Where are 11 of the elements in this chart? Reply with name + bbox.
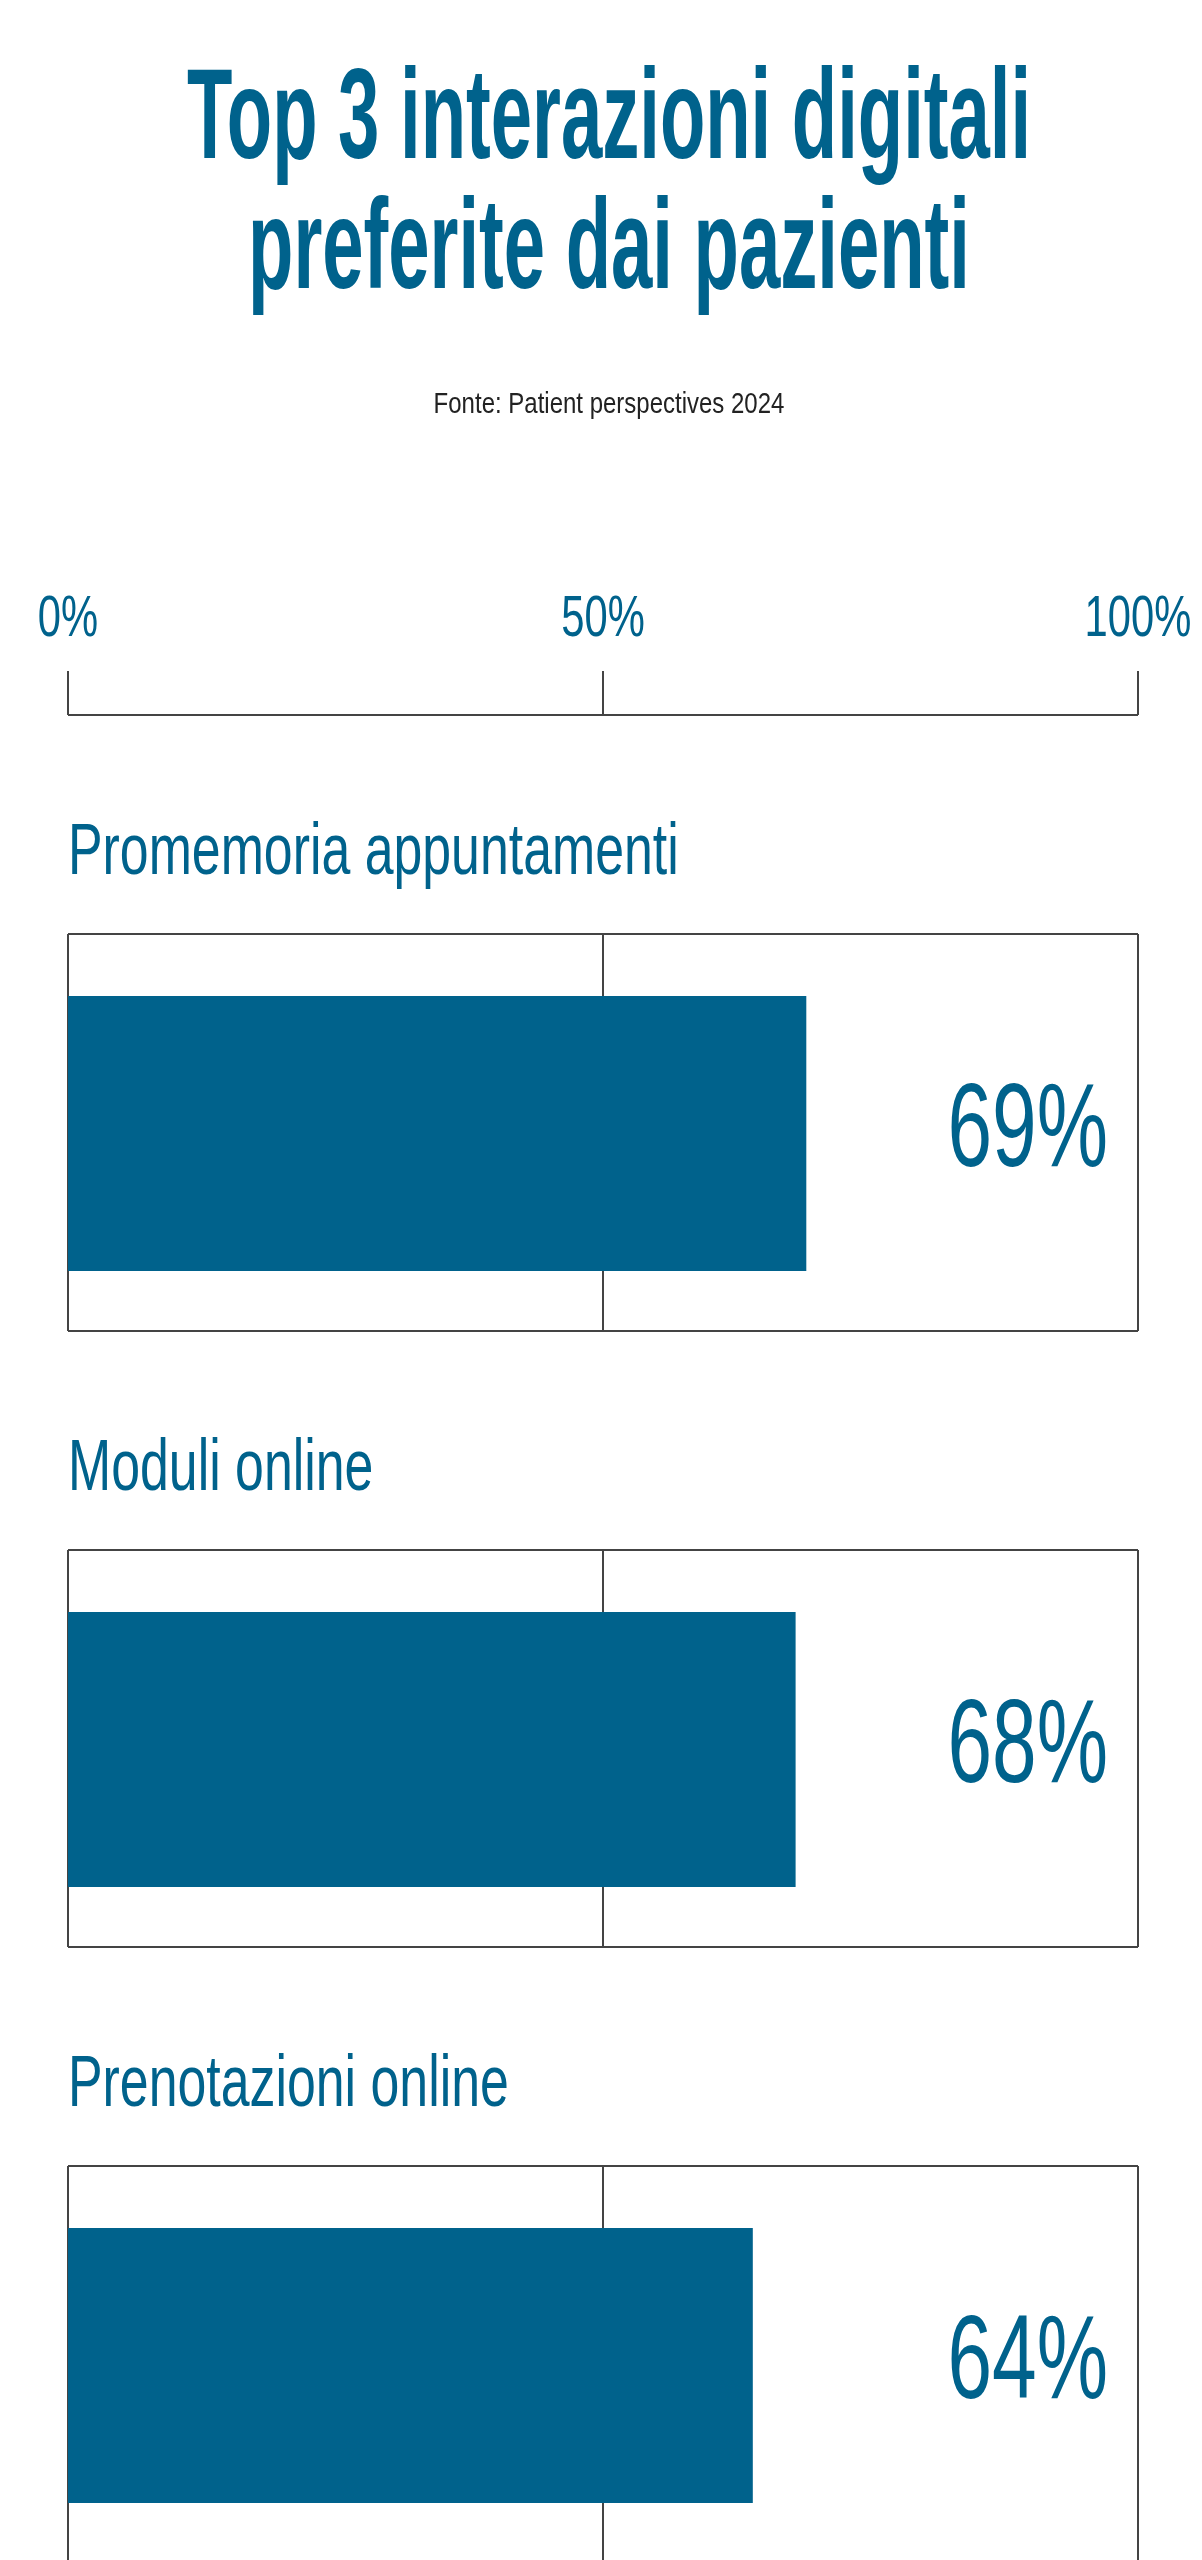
data-label: 69% [947, 1059, 1108, 1191]
data-label: 68% [947, 1675, 1108, 1807]
source-note: Fonte: Patient perspectives 2024 [433, 385, 785, 420]
y-tick-label: Promemoria appuntamenti [68, 808, 679, 889]
x-tick-label: 100% [1084, 583, 1192, 649]
y-tick-label: Moduli online [68, 1424, 374, 1505]
y-tick-label: Prenotazioni online [68, 2040, 509, 2121]
data-label: 64% [947, 2291, 1108, 2423]
x-tick-label: 50% [561, 583, 645, 649]
x-tick-label: 0% [37, 583, 99, 649]
chart-title: Top 3 interazioni digitali preferite dai pazienti [186, 41, 1032, 315]
